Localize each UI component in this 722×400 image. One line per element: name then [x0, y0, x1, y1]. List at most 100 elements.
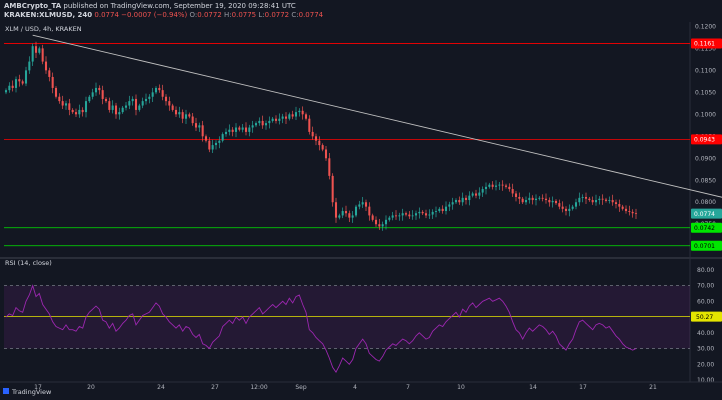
- tradingview-watermark[interactable]: TradingView: [3, 388, 52, 396]
- candle-body: [494, 185, 498, 187]
- candle-body: [188, 114, 191, 117]
- candle-body: [601, 198, 604, 200]
- candle-body: [221, 134, 224, 141]
- price-label-badge[interactable]: [691, 134, 722, 145]
- close-label: C:: [291, 11, 299, 19]
- time-tick-label: 12:00: [250, 384, 267, 391]
- candle-body: [308, 118, 311, 132]
- candle-body: [468, 195, 471, 201]
- time-tick-label: 17: [579, 384, 587, 391]
- price-label-badge[interactable]: [691, 222, 722, 233]
- rsi-legend: RSI (14, close): [5, 259, 52, 267]
- time-tick-label: 24: [157, 384, 165, 391]
- candle-body: [531, 197, 534, 201]
- candle-body: [448, 204, 451, 207]
- candle-body: [508, 186, 511, 190]
- main-legend: XLM / USD, 4h, KRAKEN: [5, 25, 82, 33]
- rsi-tick-label: 40.00: [697, 330, 714, 337]
- price-pane[interactable]: [4, 22, 722, 382]
- price-tick-label: 0.1200: [695, 23, 716, 30]
- candle-body: [234, 127, 238, 132]
- price-label-badge[interactable]: [691, 208, 722, 219]
- time-tick-label: 10: [457, 384, 465, 391]
- candle-body: [218, 140, 221, 143]
- price-label-badge-text: 0.1161: [694, 41, 715, 48]
- candle-body: [64, 103, 68, 106]
- candle-body: [324, 149, 328, 159]
- symbol-interval[interactable]: KRAKEN:XLMUSD, 240: [4, 11, 93, 19]
- candle-body: [558, 203, 561, 207]
- candle-body: [191, 116, 194, 124]
- rsi-value-badge-text: 50.27: [696, 314, 713, 321]
- candle-body: [491, 184, 494, 187]
- candle-body: [514, 193, 518, 197]
- candle-body: [391, 215, 394, 218]
- candle-body: [591, 200, 594, 203]
- candle-body: [331, 175, 334, 203]
- author-name[interactable]: AMBCrypto_TA: [4, 2, 62, 10]
- candle-body: [478, 192, 481, 196]
- candle-body: [111, 105, 114, 110]
- candle-body: [274, 118, 278, 121]
- candle-body: [258, 120, 261, 124]
- candle-body: [228, 129, 231, 132]
- open-label: O:: [189, 11, 198, 19]
- price-label-badge[interactable]: [691, 240, 722, 251]
- candle-body: [351, 215, 354, 218]
- candle-body: [394, 215, 398, 217]
- candle-body: [171, 105, 174, 110]
- candle-body: [634, 213, 638, 215]
- candle-body: [254, 123, 258, 126]
- candle-body: [328, 158, 331, 176]
- candle-body: [314, 136, 318, 141]
- price-axis[interactable]: 0.12000.11500.11000.10500.10000.09500.09…: [691, 23, 722, 251]
- candle-body: [564, 208, 568, 212]
- high-value: 0.0775: [231, 11, 257, 19]
- candle-body: [198, 125, 201, 128]
- candle-body: [548, 200, 551, 203]
- rsi-value-badge[interactable]: [691, 311, 722, 322]
- candle-body: [41, 48, 44, 62]
- candle-body: [281, 116, 284, 119]
- candle-body: [184, 114, 188, 119]
- candle-body: [358, 204, 361, 207]
- rsi-line[interactable]: [5, 284, 637, 373]
- price-label-badge[interactable]: [691, 38, 722, 49]
- rsi-tick-label: 10.00: [697, 377, 714, 384]
- rsi-tick-label: 80.00: [697, 267, 714, 274]
- candle-body: [161, 90, 164, 97]
- rsi-axis[interactable]: 80.0070.0060.0050.0040.0030.0020.0010.00…: [691, 267, 722, 384]
- candle-body: [334, 202, 338, 218]
- candle-body: [118, 112, 121, 115]
- candle-body: [241, 127, 244, 130]
- candle-body: [628, 211, 631, 212]
- time-tick-label: 14: [529, 384, 537, 391]
- trendline[interactable]: [32, 34, 722, 204]
- symbol-ohlc-line: KRAKEN:XLMUSD, 240 0.0774 −0.0007 (−0.94…: [4, 11, 323, 20]
- candle-body: [18, 79, 21, 82]
- candle-body: [588, 198, 591, 201]
- candle-body: [61, 101, 64, 106]
- price-tick-label: 0.0900: [695, 155, 716, 162]
- candle-body: [278, 118, 281, 121]
- candle-body: [284, 116, 288, 119]
- candle-body: [368, 206, 371, 216]
- candle-body: [174, 109, 178, 115]
- close-value: 0.0774: [298, 11, 324, 19]
- candle-body: [291, 114, 294, 117]
- price-label-badge-text: 0.0943: [694, 137, 715, 144]
- candle-body: [411, 215, 414, 217]
- price-tick-label: 0.0850: [695, 177, 716, 184]
- candle-body: [131, 98, 134, 102]
- candle-body: [571, 206, 574, 209]
- candle-body: [238, 127, 241, 130]
- candle-body: [471, 193, 474, 196]
- time-axis[interactable]: 17 20 24 27 12:00 Sep 4 7 10 14 17 21: [0, 381, 722, 391]
- rsi-pane[interactable]: [4, 284, 690, 373]
- candle-body: [158, 87, 161, 91]
- candle-body: [344, 211, 348, 214]
- time-tick-label: Sep: [295, 384, 307, 391]
- candle-body: [561, 206, 564, 209]
- candle-body: [231, 129, 234, 132]
